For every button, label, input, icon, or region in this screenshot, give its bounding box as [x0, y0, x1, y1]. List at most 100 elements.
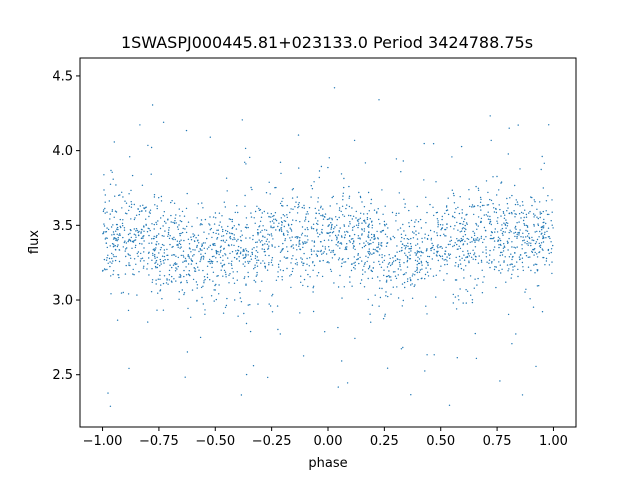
data-point — [414, 259, 417, 262]
data-point — [531, 250, 533, 253]
data-point — [121, 207, 123, 209]
data-point — [217, 251, 219, 253]
data-point — [179, 276, 182, 278]
data-point — [215, 217, 217, 219]
data-point — [485, 249, 487, 251]
data-point — [269, 305, 272, 307]
data-point — [290, 208, 292, 210]
data-point — [415, 244, 417, 246]
data-point — [419, 218, 422, 221]
data-point — [146, 231, 149, 233]
data-point — [420, 277, 423, 280]
data-point — [493, 268, 496, 271]
data-point — [337, 259, 340, 261]
data-point — [550, 248, 553, 250]
data-point — [297, 236, 299, 238]
data-point — [276, 305, 279, 307]
data-point — [534, 248, 536, 250]
data-point — [350, 269, 353, 272]
data-point — [104, 212, 106, 214]
data-point — [257, 303, 259, 305]
data-point — [381, 254, 383, 256]
data-point — [423, 142, 425, 145]
data-point — [271, 257, 274, 259]
data-point — [200, 223, 202, 225]
data-point — [359, 238, 361, 240]
data-point — [143, 247, 145, 249]
data-point — [368, 231, 370, 233]
data-point — [417, 221, 420, 223]
data-point — [473, 252, 476, 254]
data-point — [348, 195, 351, 197]
data-point — [103, 225, 106, 227]
data-point — [364, 271, 366, 273]
data-point — [265, 240, 268, 242]
data-point — [404, 203, 406, 205]
data-point — [164, 259, 166, 261]
data-point — [378, 218, 380, 221]
data-point — [187, 254, 189, 256]
data-point — [251, 251, 253, 254]
data-point — [536, 208, 538, 210]
data-point — [286, 230, 288, 232]
data-point — [540, 242, 543, 244]
data-point — [516, 237, 518, 239]
data-point — [220, 269, 222, 271]
data-point — [389, 237, 392, 239]
data-point — [284, 220, 287, 222]
data-point — [504, 256, 506, 258]
data-point — [377, 246, 379, 248]
data-point — [268, 241, 270, 243]
data-point — [268, 181, 270, 183]
data-point — [215, 283, 217, 286]
data-point — [257, 234, 259, 236]
data-point — [551, 261, 553, 263]
data-point — [132, 273, 134, 275]
data-point — [317, 236, 319, 238]
data-point — [417, 262, 420, 265]
data-point — [384, 233, 387, 235]
data-point — [202, 258, 205, 260]
data-point — [496, 220, 498, 222]
data-point — [209, 279, 211, 281]
data-point — [171, 254, 173, 256]
data-point — [277, 225, 279, 228]
data-point — [545, 200, 548, 202]
data-point — [130, 201, 132, 203]
data-point — [282, 214, 284, 216]
data-point — [214, 289, 216, 291]
data-point — [131, 247, 133, 249]
data-point — [209, 262, 211, 265]
data-point — [270, 261, 273, 264]
data-point — [254, 222, 256, 224]
data-point — [539, 201, 541, 203]
data-point — [143, 225, 145, 227]
data-point — [539, 244, 542, 246]
data-point — [542, 187, 544, 189]
data-point — [357, 235, 360, 237]
data-point — [388, 270, 390, 272]
data-point — [330, 225, 333, 227]
data-point — [547, 195, 549, 197]
data-point — [302, 241, 304, 243]
data-point — [125, 248, 127, 250]
data-point — [384, 313, 386, 315]
data-point — [522, 232, 524, 234]
data-point — [527, 244, 529, 246]
data-point — [174, 262, 177, 264]
data-point — [271, 220, 274, 222]
data-point — [363, 206, 366, 208]
data-point — [526, 225, 529, 227]
data-point — [412, 237, 415, 239]
data-point — [273, 214, 275, 217]
data-point — [492, 203, 494, 205]
data-point — [552, 227, 554, 229]
data-point — [329, 205, 331, 207]
data-point — [291, 270, 294, 273]
data-point — [353, 256, 355, 258]
data-point — [142, 267, 145, 269]
data-point — [433, 252, 435, 254]
data-point — [114, 210, 117, 212]
data-point — [289, 211, 291, 214]
data-point — [350, 215, 352, 217]
